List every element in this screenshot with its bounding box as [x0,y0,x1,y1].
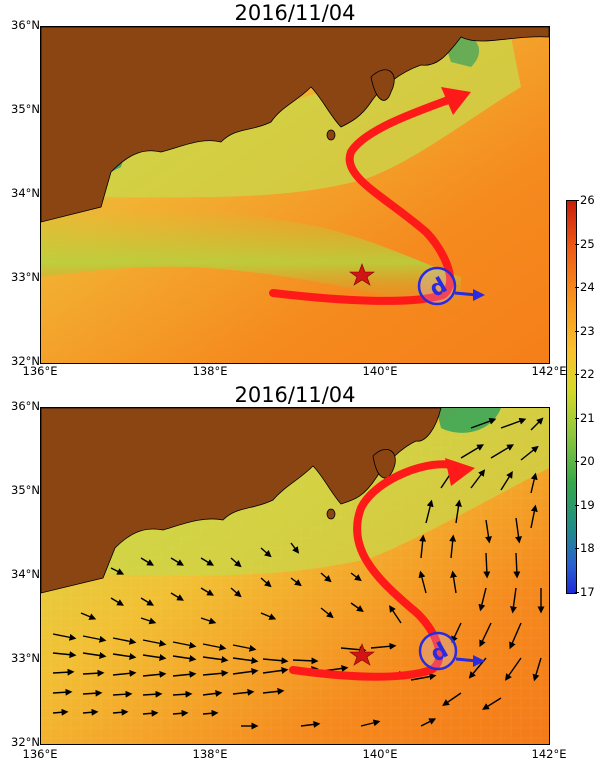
kuroshio-path-top [269,93,460,305]
eddy-arrowhead-top [473,289,485,301]
island-oshima [326,129,336,141]
star-marker-top [349,263,375,286]
lat-label-35-top: 35°N [11,102,40,116]
coastal-green-2 [436,408,501,433]
colorbar-tick [575,330,579,332]
lon-label-140-bottom: 140°E [362,747,398,761]
lat-label-36-bottom: 36°N [11,399,40,413]
lat-label-33-bottom: 33°N [11,651,40,665]
kuroshio-arrowhead-top [441,87,471,115]
lon-label-138-bottom: 138°E [192,747,228,761]
colorbar-tick-label: 18 [580,541,595,556]
colorbar-tick [575,417,579,419]
eddy-circle-top [417,266,457,306]
izu-peninsula [372,449,396,479]
colorbar-tick [575,243,579,245]
colorbar-tick [575,287,579,289]
eddy-arrowhead-bottom [473,655,485,667]
lon-label-138-top: 138°E [192,364,228,378]
colorbar-tick [575,592,579,593]
lon-label-140-top: 140°E [362,364,398,378]
coastal-water [81,37,521,198]
lon-label-136-bottom: 136°E [22,747,58,761]
coastal-water [81,408,549,576]
lat-label-32-top: 32°N [11,354,40,368]
kuroshio-path-bottom [289,460,460,681]
colorbar-tick-label: 17 [580,585,595,599]
colorbar-tick [575,461,579,463]
colorbar-tick-label: 26 [580,193,595,207]
kuroshio-arrowhead-bottom [445,458,475,486]
lon-label-142-bottom: 142°E [531,747,567,761]
lat-label-36-top: 36°N [11,18,40,32]
colorbar-tick [575,548,579,550]
lat-label-34-bottom: 34°N [11,567,40,581]
map-title-bottom: 2016/11/04 [234,383,356,407]
colorbar-tick-label: 23 [580,323,595,338]
lat-label-35-bottom: 35°N [11,483,40,497]
colorbar-tick-label: 24 [580,280,595,295]
colorbar-tick-label: 21 [580,410,595,425]
colorbar-tick [575,200,579,201]
lat-label-34-top: 34°N [11,186,40,200]
colorbar-tick-label: 19 [580,497,595,512]
colorbar-tick-label: 20 [580,454,595,469]
lat-label-32-bottom: 32°N [11,735,40,749]
island-oshima [326,508,336,520]
colorbar-tick [575,374,579,376]
eddy-circle-bottom [418,631,458,671]
map-title-top: 2016/11/04 [234,1,356,25]
sst-vector-map-bottom: d [40,407,550,745]
current-vectors [52,417,545,730]
colorbar-tick-label: 25 [580,236,595,251]
star-marker-bottom [349,643,375,666]
land-honshu [41,27,549,223]
sst-map-top: d [40,26,550,364]
izu-peninsula [370,69,395,101]
lon-label-136-top: 136°E [22,364,58,378]
temperature-colorbar [566,200,577,594]
lat-label-33-top: 33°N [11,270,40,284]
colorbar-tick [575,504,579,506]
land-honshu [41,408,442,594]
colorbar-tick-label: 22 [580,367,595,382]
lon-label-142-top: 142°E [531,364,567,378]
cool-band [41,208,461,317]
